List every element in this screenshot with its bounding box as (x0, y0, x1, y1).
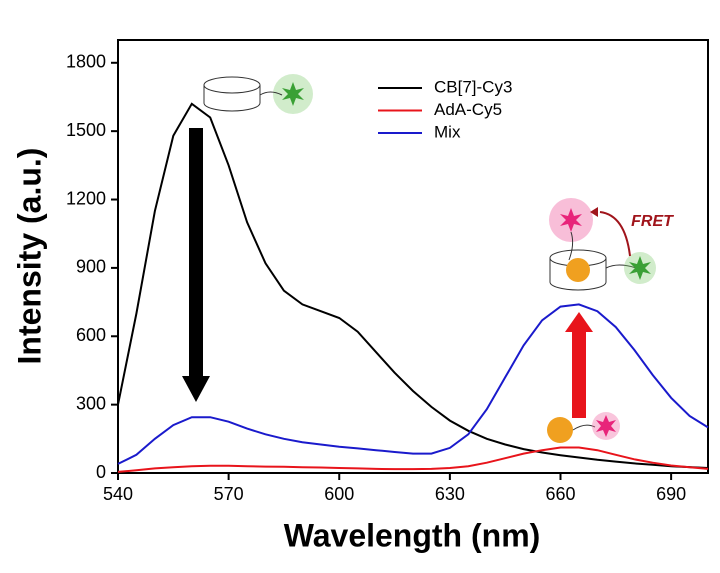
y-tick-label: 1500 (66, 120, 106, 140)
annotation: FRET (631, 213, 674, 230)
x-tick-label: 540 (103, 484, 133, 504)
y-tick-label: 0 (96, 462, 106, 482)
x-tick-label: 690 (656, 484, 686, 504)
x-axis-label: Wavelength (nm) (284, 517, 541, 553)
legend-label: AdA-Cy5 (434, 100, 502, 119)
up-arrow (565, 312, 593, 418)
x-tick-label: 570 (214, 484, 244, 504)
y-tick-label: 1200 (66, 188, 106, 208)
legend-label: CB[7]-Cy3 (434, 77, 512, 96)
series-line (117, 102, 709, 469)
y-tick-label: 900 (76, 257, 106, 277)
plot-frame (117, 39, 709, 474)
y-tick-label: 300 (76, 393, 106, 413)
down-arrow (182, 128, 210, 402)
series-line (117, 446, 709, 473)
x-tick-label: 630 (435, 484, 465, 504)
series-line (117, 303, 709, 465)
legend-label: Mix (434, 122, 461, 141)
x-tick-label: 600 (324, 484, 354, 504)
fret-icon: FRET (549, 198, 674, 291)
y-tick-label: 600 (76, 325, 106, 345)
y-axis-label: Intensity (a.u.) (11, 148, 47, 365)
ada-cy5-icon (547, 412, 620, 443)
cb7-cy3-icon (203, 74, 313, 114)
y-tick-label: 1800 (66, 52, 106, 72)
x-tick-label: 660 (545, 484, 575, 504)
